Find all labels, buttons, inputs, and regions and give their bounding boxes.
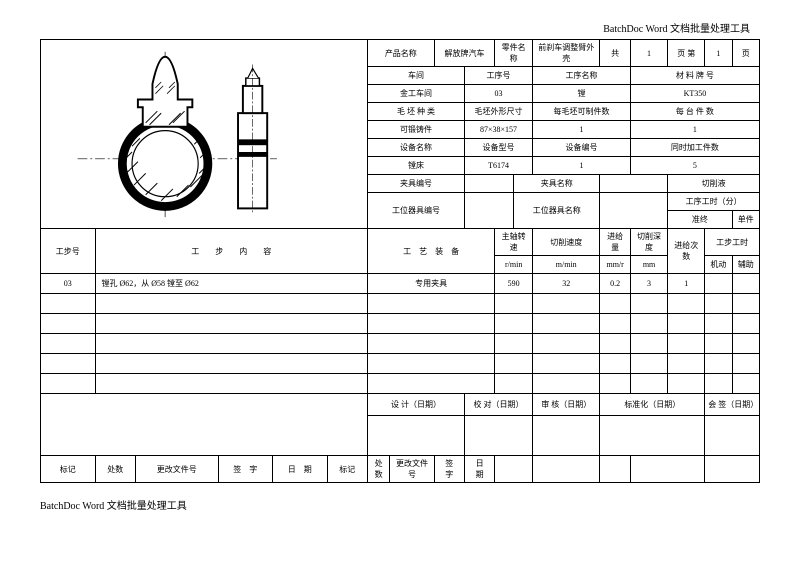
page-2: 页 第	[668, 40, 705, 67]
step-pass: 1	[668, 274, 705, 294]
empty-row	[41, 334, 760, 354]
empty-row	[41, 354, 760, 374]
part-sketch	[44, 47, 364, 222]
lbl-processname: 工序名称	[533, 67, 631, 85]
sign-approve: 会 签（日期）	[705, 394, 760, 416]
sub-aux: 辅助	[732, 256, 759, 274]
col-pass: 进给次数	[668, 229, 705, 274]
rev-loc: 处数	[95, 456, 135, 483]
step-content: 镗孔 Ø62，从 Ø58 镗至 Ø62	[95, 274, 368, 294]
lbl-part: 零件名称	[495, 40, 533, 67]
empty-row	[41, 294, 760, 314]
u-depth: mm	[630, 256, 667, 274]
val-material: KT350	[630, 85, 759, 103]
page-cur: 1	[705, 40, 732, 67]
lbl-workshop: 车间	[368, 67, 465, 85]
rev-mark: 标记	[41, 456, 96, 483]
sign-std: 标准化（日期）	[600, 394, 705, 416]
sub-machine: 机动	[705, 256, 732, 274]
lbl-blanktype: 毛 坯 种 类	[368, 103, 465, 121]
rev-mark2: 标记	[327, 456, 367, 483]
lbl-product: 产品名称	[368, 40, 435, 67]
step-feed: 0.2	[600, 274, 630, 294]
step-no: 03	[41, 274, 96, 294]
val-blanktype: 可锻铸件	[368, 121, 465, 139]
step-cut: 32	[533, 274, 600, 294]
drawing	[41, 40, 368, 229]
u-cut: m/min	[533, 256, 600, 274]
rev-sign2: 签 字	[434, 456, 464, 483]
lbl-stationno: 工位器具编号	[368, 193, 465, 229]
val-equipno: 1	[533, 157, 631, 175]
sign-review: 审 核（日期）	[533, 394, 600, 416]
col-time: 工步工时	[705, 229, 760, 256]
lbl-fixtureno: 夹具编号	[368, 175, 465, 193]
val-fixturename	[600, 175, 668, 193]
sign-header-row: 设 计（日期） 校 对（日期） 审 核（日期） 标准化（日期） 会 签（日期）	[41, 394, 760, 416]
lbl-perunit: 每 台 件 数	[630, 103, 759, 121]
lbl-simul: 同时加工件数	[630, 139, 759, 157]
lbl-unit: 单件	[732, 211, 759, 229]
page-3: 页	[732, 40, 759, 67]
col-depth: 切削深度	[630, 229, 667, 256]
col-step: 工步号	[41, 229, 96, 274]
rev-change: 更改文件号	[135, 456, 218, 483]
step-m	[705, 274, 732, 294]
rev-loc2: 处数	[368, 456, 390, 483]
sign-check: 校 对（日期）	[464, 394, 532, 416]
val-workshop2: 金工车间	[368, 85, 465, 103]
step-row: 03 镗孔 Ø62，从 Ø58 镗至 Ø62 专用夹具 590 32 0.2 3…	[41, 274, 760, 294]
col-speed: 主轴转速	[495, 229, 533, 256]
lbl-blanksize: 毛坯外形尺寸	[464, 103, 532, 121]
u-feed: mm/r	[600, 256, 630, 274]
val-simul: 5	[630, 157, 759, 175]
u-speed: r/min	[495, 256, 533, 274]
sign-design: 设 计（日期）	[368, 394, 465, 416]
val-equipmodel: T6174	[464, 157, 532, 175]
col-feed: 进给量	[600, 229, 630, 256]
step-speed: 590	[495, 274, 533, 294]
empty-row	[41, 374, 760, 394]
val-perblank: 1	[533, 121, 631, 139]
val-perunit: 1	[630, 121, 759, 139]
lbl-coolant: 切削液	[668, 175, 760, 193]
val-processname: 镗	[533, 85, 631, 103]
lbl-processno: 工序号	[464, 67, 532, 85]
lbl-fixturename: 夹具名称	[514, 175, 600, 193]
val-blanksize: 87×38×157	[464, 121, 532, 139]
lbl-stationname: 工位器具名称	[514, 193, 600, 229]
page-total: 1	[630, 40, 667, 67]
val-fixtureno	[464, 175, 513, 193]
col-cut: 切削速度	[533, 229, 600, 256]
step-depth: 3	[630, 274, 667, 294]
lbl-perblank: 每毛坯可制件数	[533, 103, 631, 121]
empty-row	[41, 314, 760, 334]
col-content: 工 步 内 容	[95, 229, 368, 274]
lbl-material: 材 料 牌 号	[630, 67, 759, 85]
rev-change2: 更改文件号	[390, 456, 434, 483]
lbl-time: 工序工时（分）	[668, 193, 760, 211]
val-product: 解放牌汽车	[434, 40, 495, 67]
doc-header: BatchDoc Word 文档批量处理工具	[40, 20, 760, 35]
val-equipname: 镗床	[368, 157, 465, 175]
col-equip: 工 艺 装 备	[368, 229, 495, 274]
rev-row: 标记 处数 更改文件号 签 字 日 期 标记 处数 更改文件号 签 字 日 期	[41, 456, 760, 483]
lbl-prep: 准终	[668, 211, 732, 229]
lbl-equipno: 设备编号	[533, 139, 631, 157]
page-1: 共	[600, 40, 630, 67]
lbl-equipname: 设备名称	[368, 139, 465, 157]
rev-date: 日 期	[273, 456, 328, 483]
step-equip: 专用夹具	[368, 274, 495, 294]
rev-sign: 签 字	[218, 456, 273, 483]
val-processno: 03	[464, 85, 532, 103]
val-stationno	[464, 193, 513, 229]
lbl-equipmodel: 设备型号	[464, 139, 532, 157]
process-sheet: 产品名称 解放牌汽车 零件名称 前刹车调整臂外壳 共 1 页 第 1 页 车间 …	[40, 39, 760, 483]
val-stationname	[600, 193, 668, 229]
step-a	[732, 274, 759, 294]
val-part: 前刹车调整臂外壳	[533, 40, 600, 67]
doc-footer: BatchDoc Word 文档批量处理工具	[40, 497, 760, 512]
rev-date2: 日 期	[464, 456, 494, 483]
